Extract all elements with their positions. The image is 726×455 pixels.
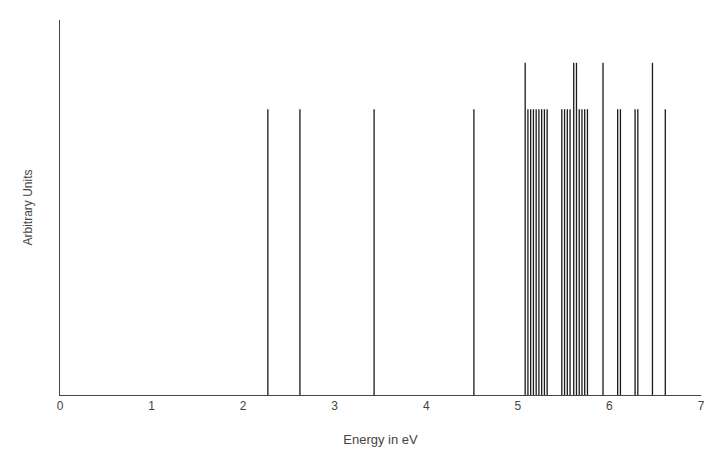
svg-text:2: 2 [240, 399, 247, 413]
svg-text:3: 3 [331, 399, 338, 413]
svg-text:4: 4 [423, 399, 430, 413]
svg-text:5: 5 [515, 399, 522, 413]
svg-text:Energy in eV: Energy in eV [343, 432, 418, 447]
svg-text:0: 0 [57, 399, 64, 413]
svg-text:Arbitrary Units: Arbitrary Units [21, 169, 35, 245]
svg-text:7: 7 [698, 399, 705, 413]
svg-text:1: 1 [148, 399, 155, 413]
svg-text:6: 6 [606, 399, 613, 413]
